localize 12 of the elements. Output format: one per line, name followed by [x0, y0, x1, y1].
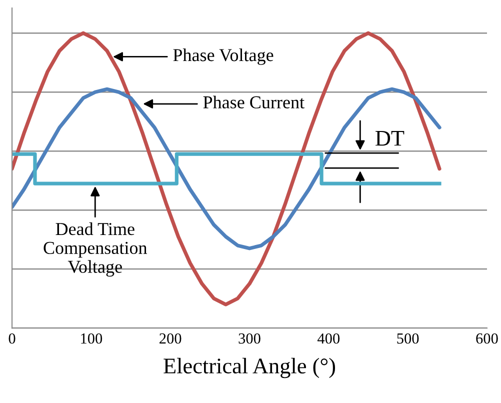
x-tick-label: 0 [8, 333, 16, 344]
x-tick-label: 400 [317, 333, 340, 344]
annotation: DT [376, 131, 404, 146]
x-tick-label: 100 [81, 333, 102, 344]
x-tick-label: 200 [160, 333, 182, 344]
annotation: Phase Current [203, 96, 304, 108]
x-tick-label: 600 [476, 333, 498, 344]
annotation: Dead Time Compensation Voltage [44, 222, 148, 277]
x-tick-label: 500 [397, 333, 419, 344]
annotation: Phase Voltage [173, 48, 274, 65]
x-axis-title: Electrical Angle (°) [164, 358, 336, 378]
x-tick-label: 300 [238, 333, 260, 344]
